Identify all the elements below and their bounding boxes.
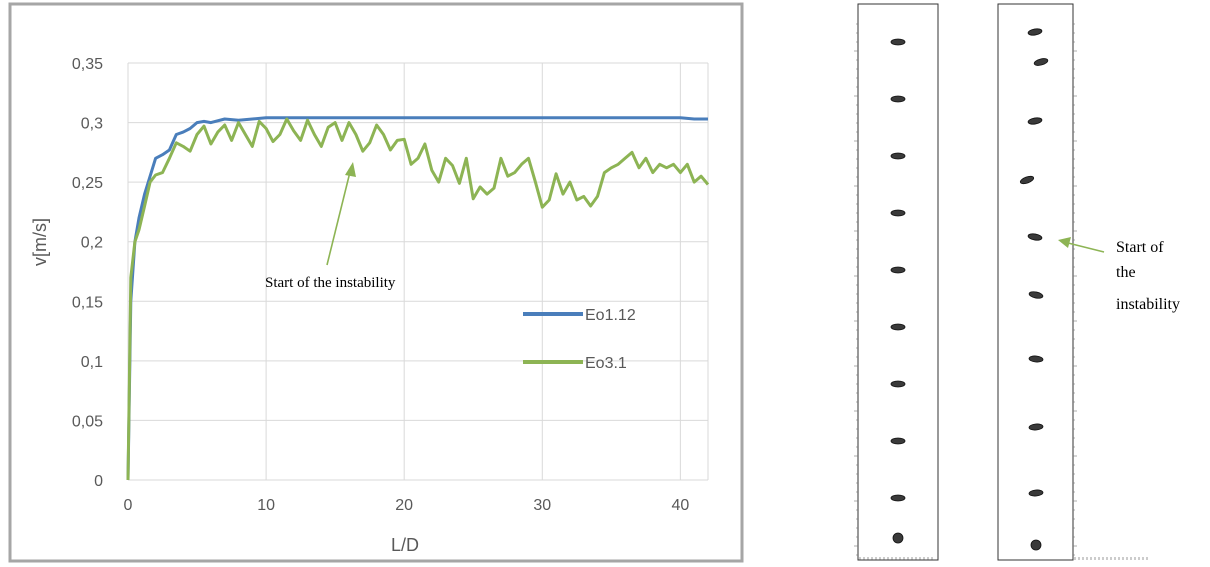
column-left-bubbles: [890, 38, 906, 544]
series-lines: [126, 116, 710, 481]
y-axis-ticks: 0 0,05 0,1 0,15 0,2 0,25 0,3 0,35: [72, 56, 103, 490]
right-annotation-line-1: Start of: [1116, 239, 1164, 256]
bubble: [890, 437, 906, 445]
gridlines: [127, 62, 709, 481]
bubble: [1027, 233, 1043, 241]
series-line-eo3-1: [126, 117, 710, 481]
column-right-bubbles: [1019, 28, 1049, 551]
y-tick-label: 0,05: [72, 413, 103, 430]
x-axis-ticks: 0 10 20 30 40: [124, 497, 690, 514]
bubble-column-right: [997, 3, 1148, 561]
chart-plot: 0 0,05 0,1 0,15 0,2 0,25 0,3 0,35 0 10 20 30 40: [72, 56, 710, 514]
y-tick-label: 0,35: [72, 56, 103, 73]
column-left-frame: [857, 3, 939, 561]
column-right-frame: [997, 3, 1074, 561]
series-line-eo1-12: [126, 116, 708, 481]
bubble: [1028, 489, 1044, 497]
right-annotation-arrow: [1067, 242, 1105, 253]
chart-annotation: Start of the instability: [265, 275, 396, 291]
legend: Eo1.12 Eo3.1: [523, 307, 636, 372]
bubble: [890, 38, 906, 46]
bubble: [1033, 58, 1049, 66]
bubble: [890, 323, 906, 331]
bubble: [1028, 423, 1044, 431]
right-annotation-arrowhead: [1058, 237, 1071, 248]
right-annotation-line-2: the: [1116, 264, 1136, 281]
bubble: [1028, 291, 1044, 299]
legend-label-eo1-12: Eo1.12: [585, 307, 636, 324]
bubble: [1027, 28, 1043, 36]
y-axis-title: v[m/s]: [30, 218, 50, 266]
right-annotation-line-3: instability: [1116, 296, 1180, 313]
bubble: [1030, 539, 1042, 551]
bubble: [890, 209, 906, 217]
y-tick-label: 0,15: [72, 294, 103, 311]
column-left-ruler: [854, 23, 933, 560]
y-tick-label: 0: [94, 473, 103, 490]
bubble: [890, 380, 906, 388]
bubble: [890, 95, 906, 103]
y-tick-label: 0,3: [81, 116, 103, 133]
legend-label-eo3-1: Eo3.1: [585, 355, 627, 372]
column-right-ruler: [1073, 23, 1148, 560]
bubble: [1019, 175, 1035, 185]
bubble: [1027, 117, 1043, 125]
x-tick-label: 30: [533, 497, 551, 514]
bubble-column-left: [854, 3, 939, 561]
bubble: [892, 532, 904, 544]
bubble: [890, 494, 906, 502]
chart-annotation-arrowhead: [345, 162, 356, 177]
bubble: [1028, 355, 1044, 363]
bubble: [890, 266, 906, 274]
bubble: [890, 152, 906, 160]
x-tick-label: 20: [395, 497, 413, 514]
chart-annotation-arrow: [326, 171, 351, 266]
y-tick-label: 0,25: [72, 175, 103, 192]
y-tick-label: 0,2: [81, 235, 103, 252]
y-tick-label: 0,1: [81, 354, 103, 371]
x-tick-label: 0: [124, 497, 133, 514]
x-axis-title: L/D: [391, 535, 419, 555]
x-tick-label: 10: [257, 497, 275, 514]
x-tick-label: 40: [671, 497, 689, 514]
